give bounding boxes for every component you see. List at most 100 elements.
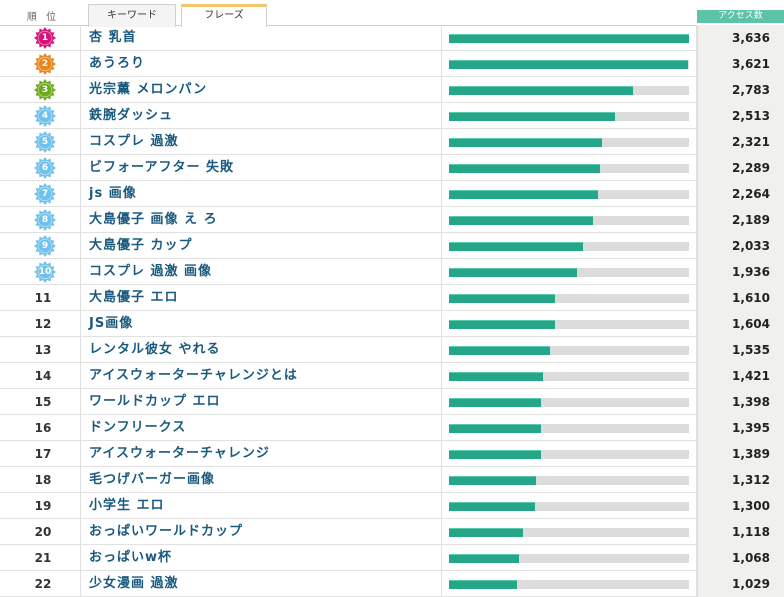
- rank-cell: 6: [6, 155, 81, 181]
- rank-number: 13: [34, 343, 52, 357]
- rank-number: 20: [34, 525, 52, 539]
- phrase-link[interactable]: 大島優子 画像 え ろ: [89, 212, 218, 227]
- count-cell: 1,398: [697, 389, 784, 415]
- phrase-link[interactable]: ワールドカップ エロ: [89, 394, 221, 409]
- phrase-link[interactable]: ドンフリークス: [89, 420, 187, 435]
- phrase-link[interactable]: おっぱいw杯: [89, 550, 173, 565]
- ranking-row: 8 大島優子 画像 え ろ 2,189: [0, 207, 784, 233]
- phrase-link[interactable]: 毛つげバーガー画像: [89, 472, 216, 487]
- rank-number: 3: [41, 85, 49, 95]
- access-bar-fill: [449, 450, 541, 459]
- bar-cell: [443, 441, 697, 467]
- rank-badge-icon: 4: [34, 105, 56, 127]
- phrase-link[interactable]: アイスウォーターチャレンジとは: [89, 368, 298, 383]
- ranking-row: 10 コスプレ 過激 画像 1,936: [0, 259, 784, 285]
- ranking-row: 18 毛つげバーガー画像 1,312: [0, 467, 784, 493]
- phrase-link[interactable]: 鉄腕ダッシュ: [89, 108, 174, 123]
- count-cell: 2,189: [697, 207, 784, 233]
- access-bar-track: [449, 476, 689, 485]
- count-cell: 1,604: [697, 311, 784, 337]
- ranking-row: 22 少女漫画 過激 1,029: [0, 571, 784, 597]
- phrase-link[interactable]: ビフォーアフター 失敗: [89, 160, 235, 175]
- phrase-cell: js 画像: [82, 181, 442, 207]
- bar-cell: [443, 337, 697, 363]
- bar-cell: [443, 233, 697, 259]
- bar-cell: [443, 415, 697, 441]
- bar-cell: [443, 129, 697, 155]
- ranking-header: 順 位 キーワード フレーズ アクセス数: [0, 0, 784, 27]
- count-cell: 2,289: [697, 155, 784, 181]
- rank-cell: 12: [6, 311, 81, 337]
- access-count: 2,264: [732, 187, 770, 201]
- rank-number: 21: [34, 551, 52, 565]
- rank-cell: 3: [6, 77, 81, 103]
- access-bar-fill: [449, 372, 543, 381]
- rank-column-header: 順 位: [26, 12, 60, 23]
- phrase-link[interactable]: レンタル彼女 やれる: [89, 342, 221, 357]
- rank-cell: 13: [6, 337, 81, 363]
- bar-cell: [443, 259, 697, 285]
- access-bar-track: [449, 60, 689, 69]
- ranking-row: 16 ドンフリークス 1,395: [0, 415, 784, 441]
- rank-badge-icon: 5: [34, 131, 56, 153]
- phrase-cell: 大島優子 画像 え ろ: [82, 207, 442, 233]
- phrase-link[interactable]: あうろり: [89, 56, 146, 71]
- ranking-table: 1 杏 乳首 3,636 2 あうろり 3,621 3 光宗薫 メロンパン 2,783 4 鉄腕ダッ…: [0, 25, 784, 597]
- phrase-link[interactable]: 杏 乳首: [89, 30, 137, 45]
- access-count: 1,610: [732, 291, 770, 305]
- rank-cell: 20: [6, 519, 81, 545]
- rank-number: 2: [41, 59, 49, 69]
- access-bar-track: [449, 112, 689, 121]
- count-cell: 2,783: [697, 77, 784, 103]
- phrase-link[interactable]: アイスウォーターチャレンジ: [89, 446, 270, 461]
- bar-cell: [443, 545, 697, 571]
- phrase-link[interactable]: JS画像: [89, 316, 134, 331]
- ranking-row: 19 小学生 エロ 1,300: [0, 493, 784, 519]
- access-count: 2,289: [732, 161, 770, 175]
- access-bar-fill: [449, 528, 523, 537]
- rank-badge-icon: 1: [34, 27, 56, 49]
- access-count: 2,189: [732, 213, 770, 227]
- count-cell: 1,395: [697, 415, 784, 441]
- tab-keyword[interactable]: キーワード: [88, 4, 176, 27]
- count-cell: 1,118: [697, 519, 784, 545]
- access-bar-track: [449, 190, 689, 199]
- access-bar-track: [449, 450, 689, 459]
- access-bar-track: [449, 372, 689, 381]
- rank-badge-icon: 7: [34, 183, 56, 205]
- phrase-link[interactable]: 小学生 エロ: [89, 498, 165, 513]
- phrase-link[interactable]: コスプレ 過激 画像: [89, 264, 213, 279]
- access-count: 1,300: [732, 499, 770, 513]
- access-count: 1,389: [732, 447, 770, 461]
- access-count: 2,321: [732, 135, 770, 149]
- rank-cell: 19: [6, 493, 81, 519]
- phrase-link[interactable]: 大島優子 エロ: [89, 290, 179, 305]
- ranking-row: 11 大島優子 エロ 1,610: [0, 285, 784, 311]
- access-count: 1,068: [732, 551, 770, 565]
- access-bar-track: [449, 242, 689, 251]
- phrase-link[interactable]: コスプレ 過激: [89, 134, 179, 149]
- tab-phrase[interactable]: フレーズ: [181, 4, 267, 27]
- rank-badge-icon: 6: [34, 157, 56, 179]
- rank-number: 7: [41, 189, 49, 199]
- count-cell: 1,535: [697, 337, 784, 363]
- rank-number: 14: [34, 369, 52, 383]
- ranking-row: 15 ワールドカップ エロ 1,398: [0, 389, 784, 415]
- phrase-link[interactable]: js 画像: [89, 186, 137, 201]
- access-bar-fill: [449, 502, 535, 511]
- access-bar-fill: [449, 242, 583, 251]
- access-bar-fill: [449, 138, 602, 147]
- phrase-link[interactable]: 少女漫画 過激: [89, 576, 179, 591]
- access-bar-fill: [449, 216, 593, 225]
- access-bar-fill: [449, 424, 541, 433]
- access-bar-track: [449, 346, 689, 355]
- access-bar-track: [449, 138, 689, 147]
- phrase-link[interactable]: 光宗薫 メロンパン: [89, 82, 208, 97]
- count-cell: 3,636: [697, 25, 784, 51]
- access-bar-fill: [449, 164, 600, 173]
- access-count: 1,535: [732, 343, 770, 357]
- access-count: 1,398: [732, 395, 770, 409]
- ranking-row: 6 ビフォーアフター 失敗 2,289: [0, 155, 784, 181]
- phrase-link[interactable]: 大島優子 カップ: [89, 238, 193, 253]
- phrase-link[interactable]: おっぱいワールドカップ: [89, 524, 244, 539]
